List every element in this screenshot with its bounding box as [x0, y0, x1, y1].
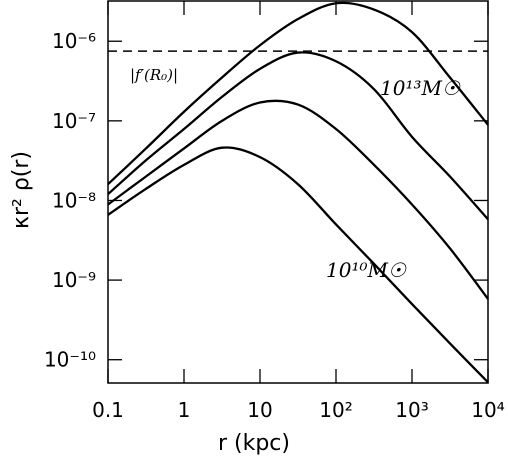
line-series — [107, 51, 489, 221]
y-tick-label: 10⁻⁹ — [52, 268, 96, 292]
line-series — [107, 146, 489, 384]
x-tick-label: 1 — [178, 398, 191, 422]
plot-frame — [107, 0, 489, 384]
reference-label: |f′(R₀)| — [130, 66, 178, 84]
y-tick-label: 10⁻⁸ — [52, 188, 96, 212]
x-axis-label: r (kpc) — [218, 431, 290, 456]
line-series — [107, 1, 489, 186]
annotation: 10¹⁰M☉ — [326, 258, 407, 282]
x-tick-label: 10 — [247, 398, 272, 422]
line-series — [107, 99, 489, 300]
y-axis-label: κr² ρ(r) — [9, 151, 34, 229]
x-tick-label: 10⁴ — [471, 398, 504, 422]
x-tick-label: 10² — [319, 398, 352, 422]
x-tick-label: 10³ — [395, 398, 428, 422]
y-tick-label: 10⁻⁷ — [52, 109, 96, 133]
x-tick-label: 0.1 — [92, 398, 124, 422]
y-tick-label: 10⁻⁶ — [52, 29, 96, 53]
annotation: 10¹³M☉ — [380, 76, 461, 100]
y-tick-label: 10⁻¹⁰ — [44, 348, 96, 372]
